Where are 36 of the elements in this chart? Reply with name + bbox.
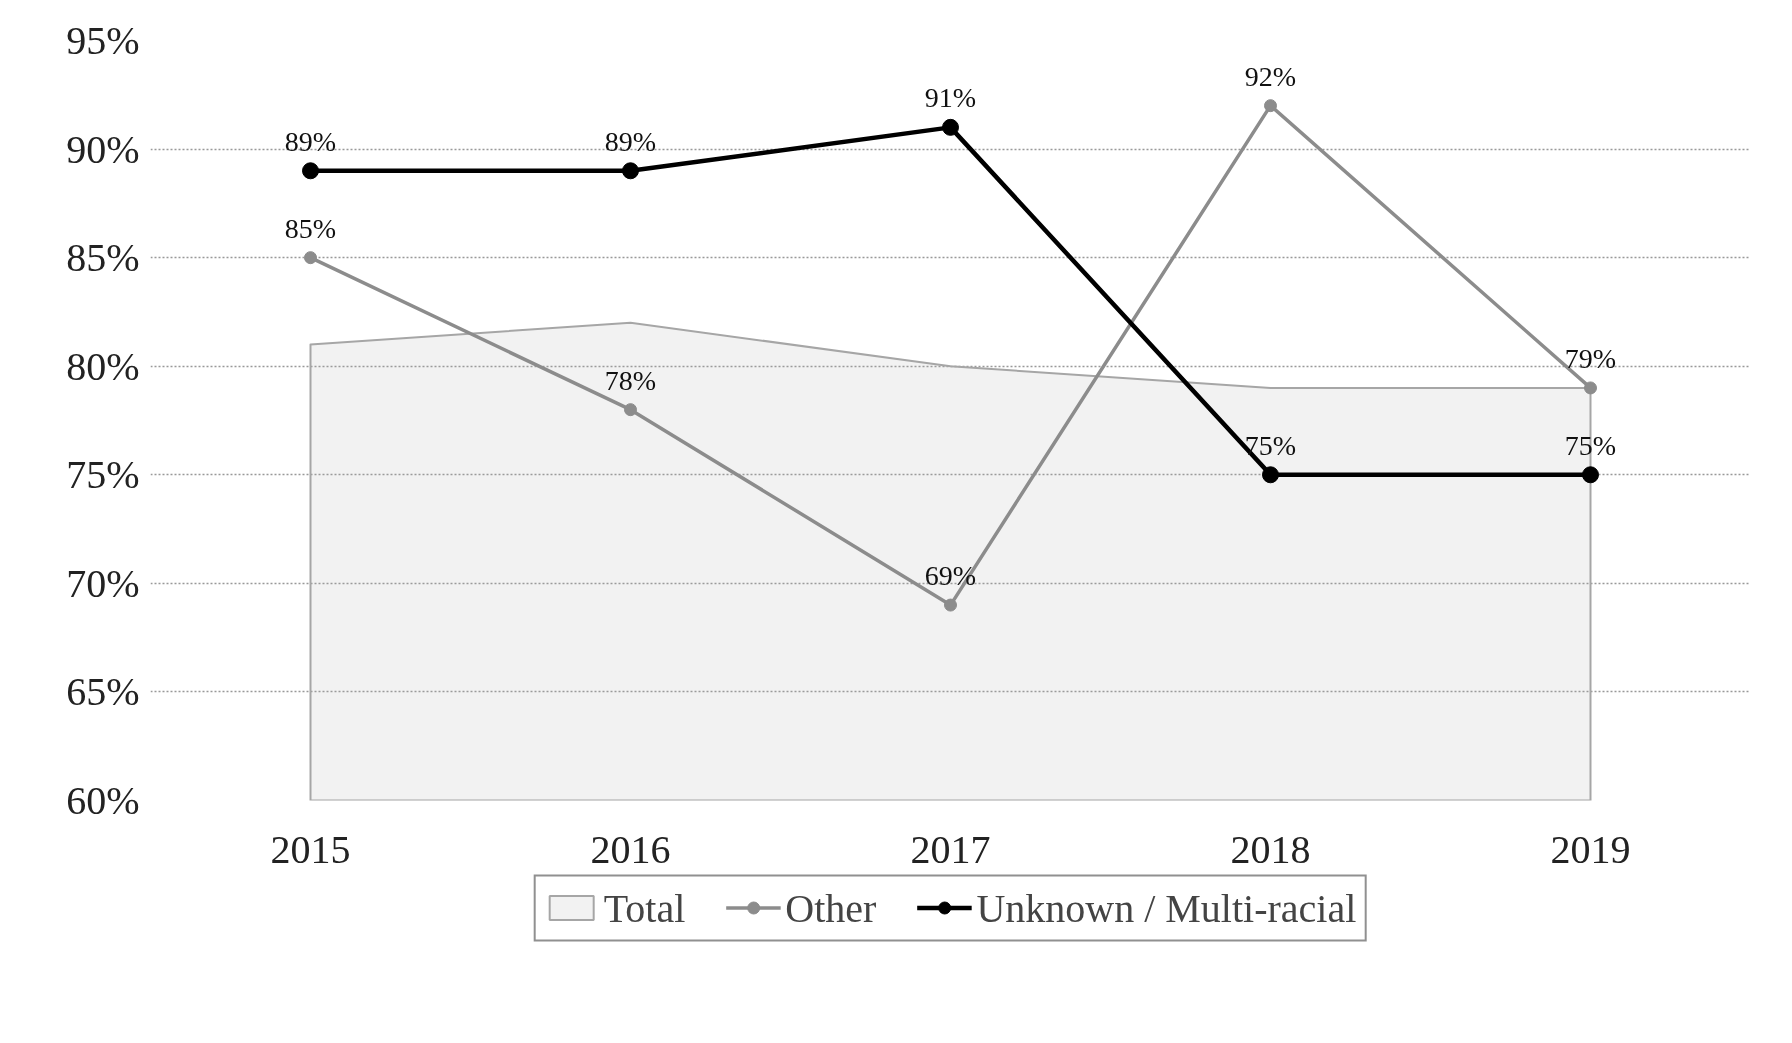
x-tick-label: 2015 — [270, 826, 351, 872]
y-tick-label: 75% — [66, 452, 140, 498]
legend-label: Unknown / Multi-racial — [976, 884, 1357, 931]
y-tick-label: 95% — [66, 18, 140, 63]
data-label: 89% — [604, 125, 657, 157]
point — [942, 118, 959, 136]
x-tick-label: 2019 — [1550, 826, 1631, 872]
y-tick-label: 85% — [66, 235, 140, 281]
point — [622, 162, 639, 180]
x-tick-label: 2016 — [590, 826, 671, 872]
point — [1262, 466, 1279, 484]
point — [1582, 466, 1599, 484]
legend-label: Total — [603, 884, 686, 931]
data-label: 89% — [284, 125, 337, 157]
y-tick-label: 90% — [66, 126, 140, 172]
y-tick-label: 65% — [66, 669, 140, 715]
data-label: 91% — [924, 82, 977, 114]
data-label: 79% — [1564, 342, 1617, 374]
y-tick-label: 80% — [66, 343, 140, 389]
data-label: 78% — [604, 364, 657, 396]
point — [1584, 381, 1597, 395]
data-label: 85% — [284, 212, 337, 244]
data-label: 75% — [1564, 429, 1617, 461]
y-tick-label: 60% — [66, 778, 140, 823]
data-label: 92% — [1244, 60, 1297, 92]
point — [624, 403, 637, 417]
point — [944, 598, 957, 612]
data-label: 75% — [1244, 429, 1297, 461]
x-tick-label: 2017 — [910, 826, 991, 872]
y-tick-label: 70% — [66, 560, 140, 606]
x-tick-label: 2018 — [1230, 826, 1311, 872]
point — [1264, 99, 1277, 113]
legend-label: Other — [785, 884, 877, 931]
data-label: 69% — [924, 560, 977, 592]
point — [304, 251, 317, 265]
point — [302, 162, 319, 180]
